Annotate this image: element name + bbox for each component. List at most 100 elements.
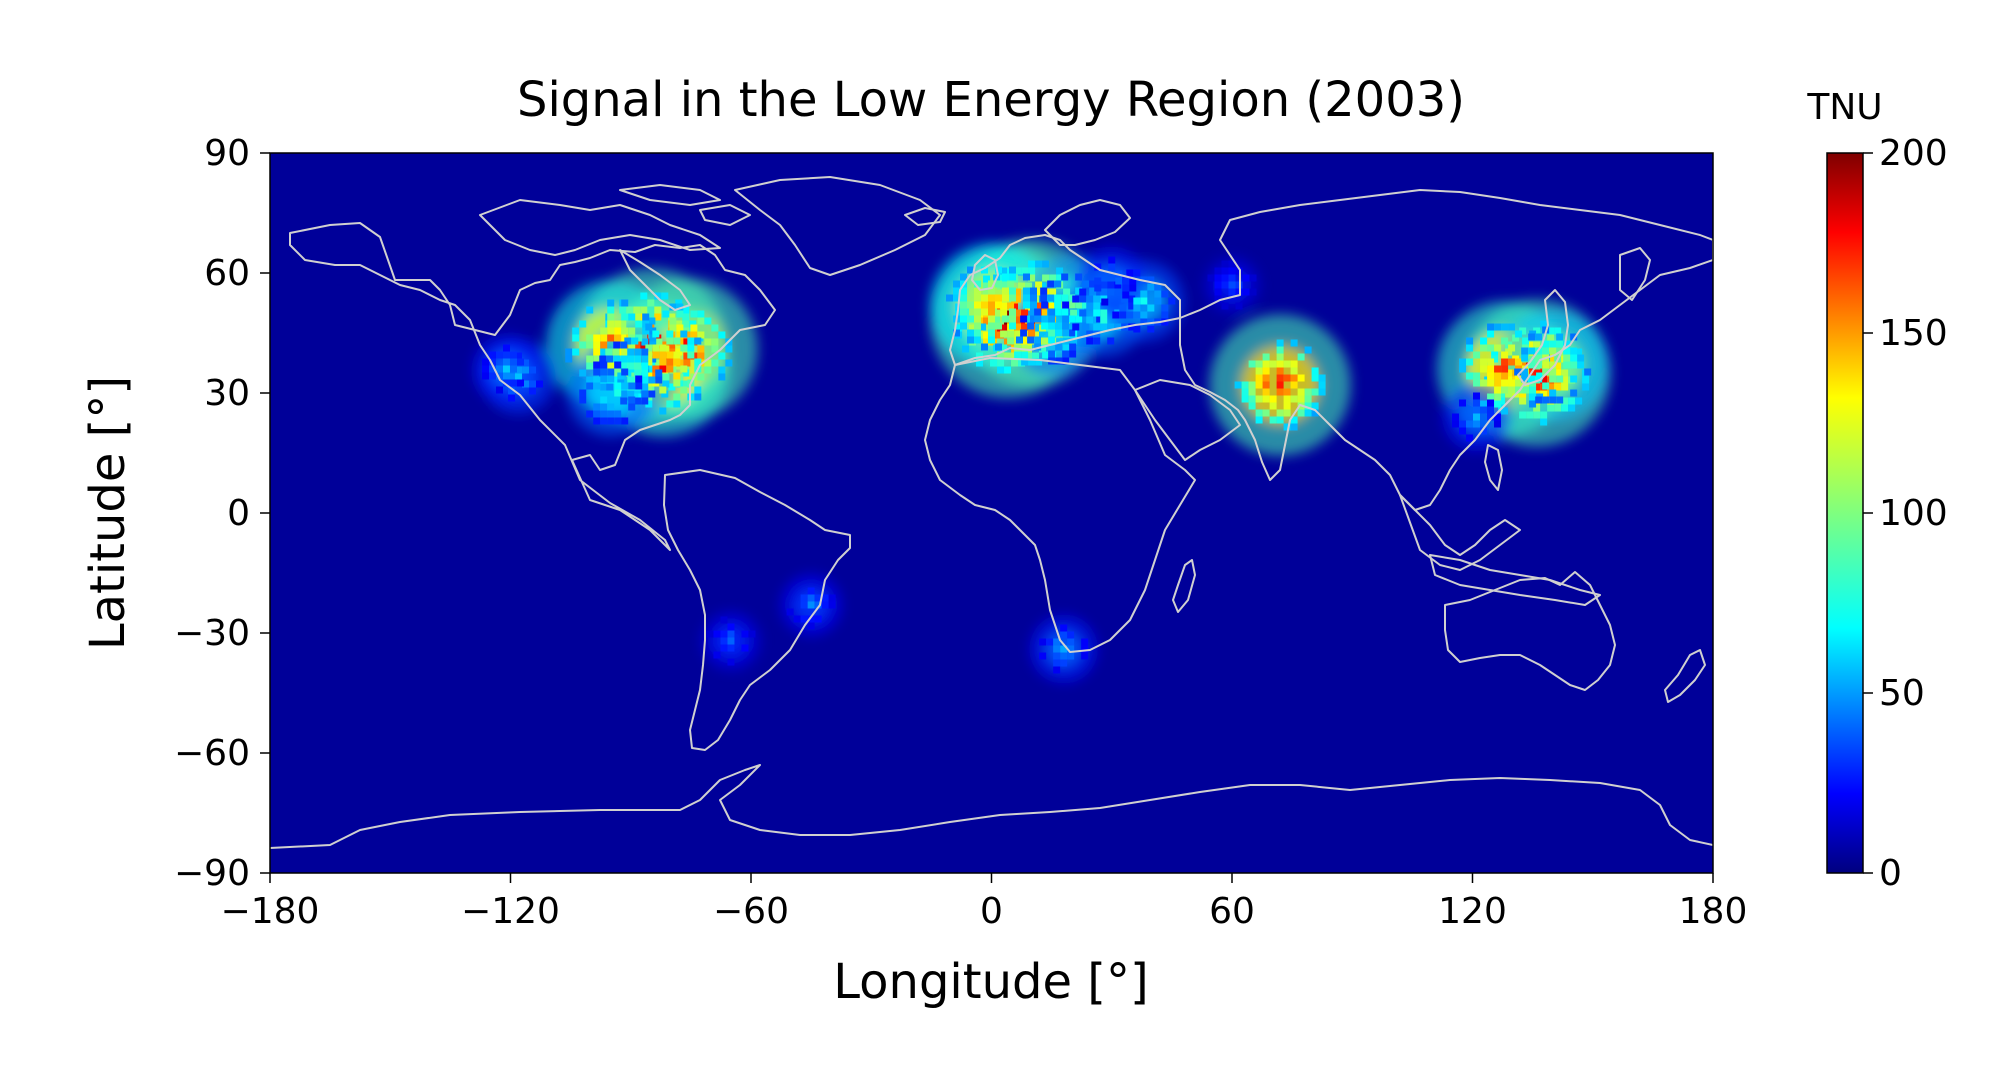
heat-cell <box>1027 336 1035 344</box>
heat-cell <box>502 365 510 373</box>
heat-cell <box>628 313 636 321</box>
heat-cell <box>593 334 601 342</box>
heat-cell <box>988 315 995 323</box>
heat-cell <box>1081 645 1089 653</box>
heat-cell <box>1290 339 1298 347</box>
heat-cell <box>1248 381 1256 389</box>
heat-cell <box>1501 337 1509 345</box>
heat-cell <box>1055 357 1063 365</box>
heat-cell <box>1556 333 1564 341</box>
heat-cell <box>1459 427 1467 435</box>
heat-cell <box>666 337 674 345</box>
heat-cell <box>1304 395 1312 403</box>
coastline-north-america <box>289 222 776 551</box>
heat-cell <box>1047 280 1055 288</box>
heat-cell <box>800 615 808 623</box>
heat-cell <box>676 310 684 318</box>
heat-cell <box>1529 386 1537 394</box>
heat-cell <box>1494 344 1502 352</box>
heat-cell <box>627 376 635 384</box>
heat-cell <box>1521 375 1529 383</box>
heat-cell <box>1114 281 1122 289</box>
heat-cell <box>1526 411 1534 419</box>
heat-cell <box>1255 395 1263 403</box>
heat-cell <box>720 644 728 652</box>
heat-cell <box>645 386 653 394</box>
heat-cell <box>1535 354 1543 362</box>
coastline-arabia <box>1134 379 1241 461</box>
heat-cell <box>1494 400 1502 408</box>
heat-cell <box>1248 388 1256 396</box>
heat-cell <box>1498 397 1506 405</box>
heat-cell <box>1276 339 1284 347</box>
heat-cell <box>1007 281 1015 289</box>
coastline-indonesia <box>1429 554 1601 606</box>
heat-cell <box>1508 323 1516 331</box>
heat-cell <box>599 355 607 363</box>
heat-cell <box>1060 624 1068 632</box>
heat-cell <box>620 341 628 349</box>
heat-cell <box>481 365 489 373</box>
heat-cell <box>607 362 615 370</box>
heat-cell <box>1004 268 1012 276</box>
heat-cell <box>1067 645 1075 653</box>
heat-cell <box>1241 381 1249 389</box>
heat-cell <box>1002 287 1009 295</box>
heat-cell <box>1487 365 1495 373</box>
heat-cell <box>621 417 629 425</box>
heat-cell <box>1128 302 1136 310</box>
heat-cell <box>1047 294 1055 302</box>
heat-cell <box>988 329 995 337</box>
heat-cell <box>694 386 702 394</box>
heat-cell <box>1276 409 1284 417</box>
heat-cell <box>995 322 1002 330</box>
heat-cell <box>1040 287 1048 295</box>
heat-cell <box>1067 638 1075 646</box>
heat-cell <box>1556 375 1564 383</box>
heat-cell <box>981 266 988 274</box>
heat-cell <box>1000 267 1008 275</box>
heat-cell <box>1519 411 1527 419</box>
y-tick-label: −30 <box>174 613 250 654</box>
colorbar-tick-label: 150 <box>1879 313 1948 354</box>
heat-cell <box>1480 400 1488 408</box>
heat-cell <box>983 317 991 325</box>
heat-cell <box>634 397 642 405</box>
heat-cell <box>1100 288 1108 296</box>
heat-cell <box>1494 323 1502 331</box>
heat-cell <box>1068 329 1076 337</box>
heat-cell <box>800 601 808 609</box>
heat-cell <box>1004 310 1012 318</box>
heat-cell <box>953 280 960 288</box>
heat-cell <box>1063 288 1071 296</box>
heat-cell <box>1042 337 1050 345</box>
heat-cell <box>641 390 649 398</box>
heat-cell <box>711 345 719 353</box>
heat-cell <box>748 630 756 638</box>
heat-cell <box>1021 337 1029 345</box>
heat-cell <box>621 327 629 335</box>
heat-cell <box>1568 404 1576 412</box>
heat-cell <box>1311 409 1319 417</box>
heat-cell <box>572 327 580 335</box>
heat-cell <box>1034 308 1042 316</box>
heat-cell <box>645 351 653 359</box>
heat-cell <box>988 336 995 344</box>
heat-cell <box>1075 287 1083 295</box>
heat-cell <box>1060 659 1068 667</box>
heat-cell <box>1014 267 1022 275</box>
heat-cell <box>655 369 663 377</box>
heat-cell <box>727 630 735 638</box>
heat-cell <box>1072 295 1080 303</box>
heat-cell <box>1021 344 1029 352</box>
heat-cell <box>593 368 601 376</box>
heat-cell <box>1575 397 1583 405</box>
heat-cell <box>974 294 981 302</box>
heat-cell <box>1311 388 1319 396</box>
heat-cell <box>1466 372 1474 380</box>
heat-cell <box>502 344 510 352</box>
heat-cell <box>1035 281 1043 289</box>
heat-cell <box>1035 358 1043 366</box>
heat-cell <box>1269 360 1277 368</box>
heat-cell <box>995 266 1002 274</box>
